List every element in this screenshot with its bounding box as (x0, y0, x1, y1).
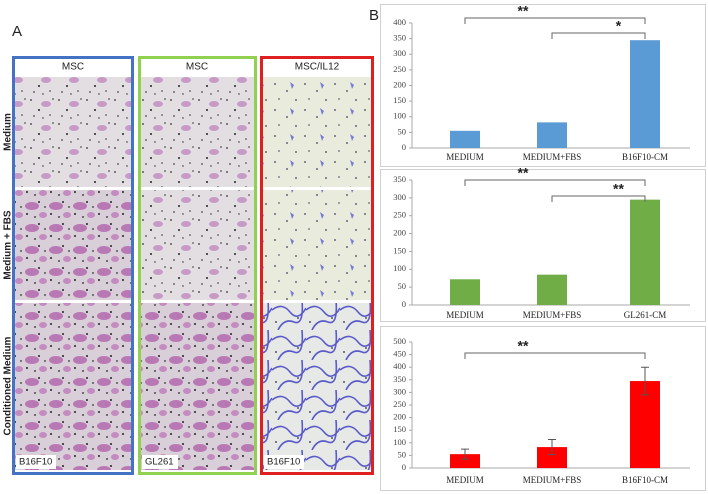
column-header: MSC (62, 62, 84, 73)
bar (537, 447, 567, 468)
micrograph (263, 303, 371, 470)
significance-label: ** (613, 181, 624, 197)
y-tick-label: 50 (398, 126, 407, 136)
significance-label: ** (518, 3, 529, 19)
x-tick-label: MEDIUM (446, 152, 484, 162)
x-tick-label: MEDIUM+FBS (523, 310, 582, 320)
label-bg (142, 455, 178, 469)
bar (630, 381, 660, 468)
column-frame (260, 56, 374, 475)
significance-bracket (551, 32, 646, 39)
y-tick-label: 100 (393, 437, 406, 447)
row-label: Medium + FBS (3, 210, 14, 280)
row-label: Conditioned Medium (3, 336, 14, 435)
chart-frame (380, 169, 706, 322)
y-tick-label: 350 (393, 174, 406, 184)
y-tick-label: 200 (393, 412, 406, 422)
bar (630, 40, 660, 148)
panel-label: B (369, 7, 379, 24)
x-tick-label: MEDIUM (446, 475, 484, 485)
label-bg (264, 455, 304, 469)
y-tick-label: 150 (393, 245, 406, 255)
significance-bracket (464, 352, 646, 359)
micrograph (141, 190, 254, 300)
bar (450, 130, 480, 148)
y-tick-label: 200 (393, 228, 406, 238)
micrograph (15, 303, 131, 470)
y-tick-label: 250 (393, 64, 406, 74)
y-tick-label: 400 (393, 17, 406, 27)
y-tick-label: 350 (393, 374, 406, 384)
cell-label: GL261 (145, 457, 174, 468)
row-label: Medium (3, 113, 14, 151)
y-tick-label: 100 (393, 263, 406, 273)
column-frame (12, 56, 134, 475)
y-tick-label: 150 (393, 424, 406, 434)
column-frame (138, 56, 257, 475)
x-tick-label: MEDIUM+FBS (523, 475, 582, 485)
x-tick-label: MEDIUM (446, 310, 484, 320)
significance-bracket (551, 195, 646, 202)
x-tick-label: B16F10-CM (622, 475, 668, 485)
significance-bracket (464, 179, 646, 186)
y-tick-label: 150 (393, 95, 406, 105)
chart-frame (380, 4, 706, 167)
micrograph (15, 77, 131, 187)
error-bar (641, 366, 649, 396)
cell-label: B16F10 (19, 457, 52, 468)
bar (537, 122, 567, 148)
chart-frame (380, 326, 706, 491)
error-bar (548, 439, 556, 456)
y-tick-label: 500 (393, 336, 406, 346)
micrograph (141, 77, 254, 187)
y-tick-label: 300 (393, 386, 406, 396)
column-header: MSC (186, 62, 208, 73)
significance-bracket (464, 17, 646, 24)
significance-label: ** (518, 165, 529, 181)
micrograph (263, 190, 371, 300)
x-tick-label: MEDIUM+FBS (523, 152, 582, 162)
bar (537, 274, 567, 305)
significance-label: ** (518, 338, 529, 354)
micrograph (141, 303, 254, 470)
y-tick-label: 400 (393, 361, 406, 371)
y-tick-label: 50 (398, 281, 407, 291)
y-tick-label: 50 (398, 449, 407, 459)
bar (450, 454, 480, 468)
bar (630, 199, 660, 305)
micrograph (263, 77, 371, 187)
x-tick-label: GL261-CM (624, 310, 667, 320)
cell-label: B16F10 (267, 457, 300, 468)
micrograph (15, 190, 131, 300)
y-tick-label: 0 (402, 142, 406, 152)
y-tick-label: 200 (393, 79, 406, 89)
y-tick-label: 100 (393, 111, 406, 121)
x-tick-label: B16F10-CM (622, 152, 668, 162)
y-tick-label: 300 (393, 48, 406, 58)
y-tick-label: 300 (393, 192, 406, 202)
significance-label: * (616, 18, 622, 34)
y-tick-label: 0 (402, 299, 406, 309)
y-tick-label: 250 (393, 399, 406, 409)
label-bg (16, 455, 56, 469)
panel-label: A (12, 23, 22, 40)
panel-a: MSC MSC MSC/IL12 Medium Medium + FBS Con… (3, 56, 374, 475)
error-bar (461, 448, 469, 460)
y-tick-label: 0 (402, 462, 406, 472)
y-tick-label: 350 (393, 33, 406, 43)
y-tick-label: 250 (393, 210, 406, 220)
column-header: MSC/IL12 (295, 62, 340, 73)
bar (450, 279, 480, 305)
y-tick-label: 450 (393, 349, 406, 359)
